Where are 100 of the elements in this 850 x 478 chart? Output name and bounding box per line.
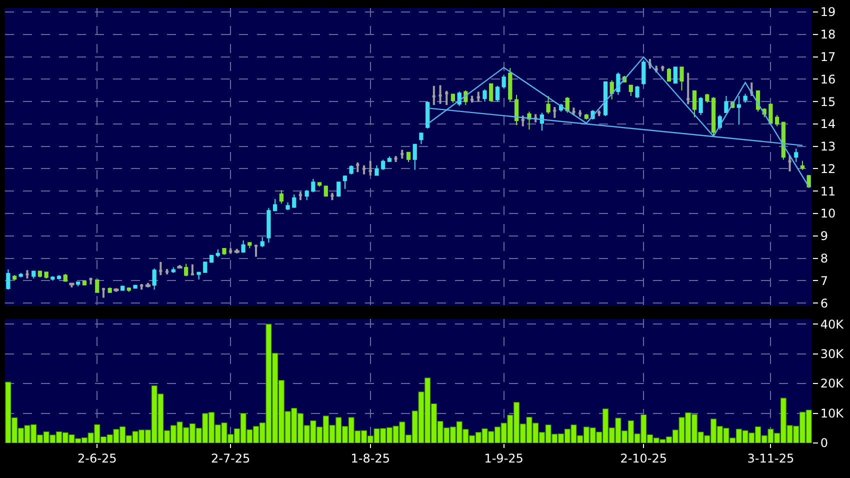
candlestick <box>203 261 208 274</box>
candlestick <box>6 268 10 290</box>
candlestick <box>406 151 411 163</box>
candlestick <box>768 103 773 126</box>
candlestick <box>642 60 646 86</box>
candlestick <box>253 244 259 258</box>
line-series <box>426 56 810 188</box>
candlestick <box>177 264 182 270</box>
candlestick <box>82 280 86 286</box>
candlestick <box>292 194 296 208</box>
candlestick <box>514 94 519 126</box>
candlestick <box>610 80 614 100</box>
y-tick-label: 20K <box>820 376 845 391</box>
y-tick-label: 0 <box>820 436 828 450</box>
candlestick <box>286 202 290 211</box>
candlestick <box>273 198 278 212</box>
candlestick <box>787 154 792 172</box>
candlestick <box>95 279 100 294</box>
candlestick <box>152 268 156 290</box>
y-tick-label: 9 <box>820 229 828 244</box>
candlestick <box>692 90 696 118</box>
candlestick <box>222 248 226 256</box>
candlestick <box>171 266 176 274</box>
candlestick <box>724 95 728 114</box>
candlestick <box>387 156 392 163</box>
candlestick <box>100 286 106 299</box>
candlestick <box>279 190 284 204</box>
y-tick-label: 6 <box>820 296 828 310</box>
candlestick <box>120 285 125 292</box>
candlestick <box>431 84 436 106</box>
y-tick-label: 14 <box>820 117 836 132</box>
candlestick <box>749 82 754 97</box>
candlestick <box>482 88 487 102</box>
candlestick <box>444 90 450 106</box>
y-tick-label: 10 <box>820 206 836 221</box>
candlestick <box>38 270 42 278</box>
x-tick-label: 2-6-25 <box>78 451 117 466</box>
candlestick <box>126 286 131 292</box>
candlestick <box>241 240 246 254</box>
candlestick <box>18 272 23 278</box>
candlestick <box>374 164 379 176</box>
candlestick <box>774 114 780 127</box>
candlestick <box>673 66 678 84</box>
candlestick <box>56 274 62 280</box>
x-tick-label: 2-7-25 <box>210 451 250 466</box>
y-tick-label: 18 <box>820 28 836 42</box>
candlestick <box>88 276 94 286</box>
candlestick <box>584 113 588 120</box>
candlestick <box>298 190 304 202</box>
candlestick <box>248 242 252 249</box>
candlestick <box>330 192 335 202</box>
candlestick <box>63 273 68 282</box>
candlestick <box>260 236 264 248</box>
candlestick <box>705 93 710 104</box>
candlestick <box>686 72 691 106</box>
x-tick-label: 3-11-25 <box>747 451 794 466</box>
candlestick <box>680 66 684 91</box>
candlestick <box>266 207 271 244</box>
candlestick <box>304 190 309 201</box>
candlestick <box>342 174 348 190</box>
y-tick-label: 19 <box>820 5 836 20</box>
candlestick <box>349 164 354 175</box>
candlestick <box>419 132 424 145</box>
candlestick <box>743 93 748 104</box>
x-tick-label: 1-8-25 <box>350 451 390 466</box>
candlestick <box>736 95 741 126</box>
candlestick <box>565 96 570 114</box>
candlestick <box>476 90 481 103</box>
y-tick-label: 7 <box>820 274 828 288</box>
y-tick-label: 8 <box>820 251 828 266</box>
candlestick <box>450 93 456 104</box>
candlestick <box>469 94 475 104</box>
y-tick-label: 13 <box>820 140 836 154</box>
candlestick <box>660 64 666 72</box>
x-tick-label: 2-10-25 <box>620 451 668 466</box>
candlestick <box>426 101 430 129</box>
candlestick <box>393 154 398 164</box>
candlestick <box>711 96 716 137</box>
candlestick <box>234 248 240 254</box>
candlestick <box>50 276 55 282</box>
candlestick <box>400 148 405 160</box>
candlestick <box>412 144 417 170</box>
candlestick <box>647 58 653 70</box>
candlestick <box>489 83 494 102</box>
y-tick-label: 40K <box>820 317 845 332</box>
candlestick <box>228 247 234 255</box>
candlestick <box>546 95 550 114</box>
candlestick <box>635 85 640 99</box>
y-tick-label: 11 <box>820 184 836 198</box>
candlestick <box>216 248 220 258</box>
candlestick <box>145 282 151 288</box>
candlestick <box>571 106 576 116</box>
candlestick <box>666 68 672 82</box>
candlestick <box>133 284 138 290</box>
candlestick <box>438 84 443 105</box>
candlestick <box>520 114 526 128</box>
candlestick <box>209 254 214 264</box>
candlestick <box>317 182 322 188</box>
candlestick <box>603 80 608 117</box>
candlestick <box>794 148 798 163</box>
